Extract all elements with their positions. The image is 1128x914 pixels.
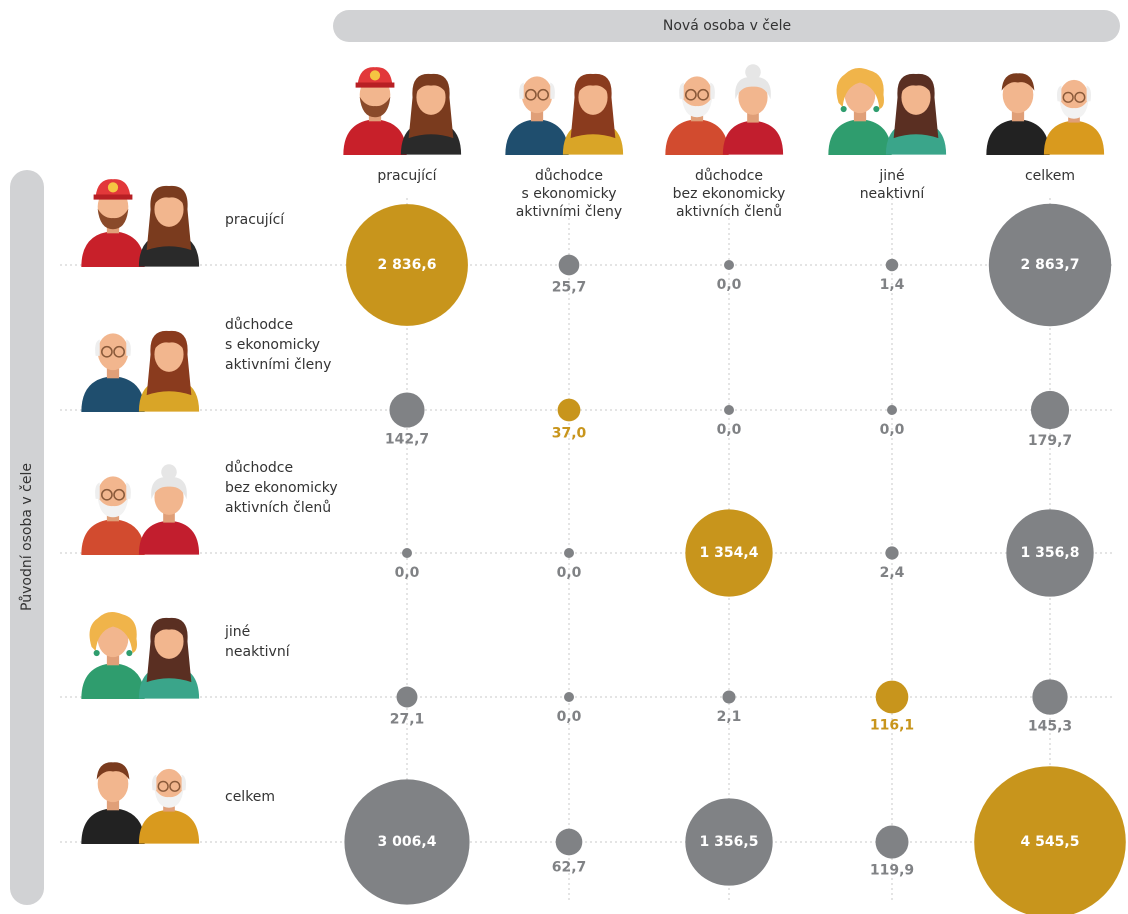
bubble: [402, 548, 412, 558]
side-pill: [10, 170, 44, 905]
bubble: [396, 686, 418, 708]
person-icon: [80, 475, 146, 555]
column-label: aktivními členy: [516, 204, 622, 220]
value-label: 0,0: [557, 709, 582, 725]
row-label: důchodce: [225, 460, 293, 476]
value-label: 0,0: [717, 277, 742, 293]
value-label: 25,7: [552, 279, 587, 295]
bubble: [875, 680, 909, 714]
person-icon: [986, 73, 1050, 155]
chart-title: Nová osoba v čele: [663, 18, 791, 34]
row-label: neaktivní: [225, 644, 291, 660]
value-label: 4 545,5: [1021, 834, 1080, 850]
column-label: celkem: [1025, 168, 1075, 184]
person-icon: [80, 332, 146, 412]
row-label: celkem: [225, 789, 275, 805]
value-label: 2 836,6: [378, 257, 437, 273]
value-label: 3 006,4: [378, 834, 437, 850]
value-label: 1,4: [880, 277, 905, 293]
bubble: [875, 825, 909, 859]
bubble: [555, 828, 583, 856]
person-icon: [138, 617, 200, 699]
value-label: 145,3: [1028, 719, 1072, 735]
bubble: [389, 392, 425, 428]
person-icon: [664, 75, 730, 155]
person-icon: [562, 73, 624, 155]
value-label: 179,7: [1028, 433, 1072, 449]
header-pill: [333, 10, 1120, 42]
bubble: [885, 546, 899, 560]
bubble: [564, 692, 574, 702]
bubble: [724, 260, 734, 270]
person-icon: [722, 64, 784, 155]
person-icon: [138, 768, 200, 844]
value-label: 2,4: [880, 565, 905, 581]
marks: 2 836,6 25,7 0,0 1,4 2 863,7 142,7 37,0 0,0 0,0 1…: [344, 203, 1126, 914]
person-icon: [885, 73, 947, 155]
bubble: [346, 204, 468, 326]
person-icon: [1043, 79, 1105, 155]
person-icon: [138, 330, 200, 412]
y-title: Původní osoba v čele: [19, 463, 35, 611]
column-label: důchodce: [535, 168, 603, 184]
person-icon: [400, 73, 462, 155]
bubble: [1032, 679, 1068, 715]
value-label: 142,7: [385, 432, 429, 448]
row-label: aktivních členů: [225, 500, 331, 516]
row-label: jiné: [224, 624, 250, 640]
icons: pracující důchodce s ekonomicky aktivními č…: [80, 64, 1105, 844]
column-label: důchodce: [695, 168, 763, 184]
value-label: 1 356,5: [700, 834, 759, 850]
person-icon: [81, 611, 145, 699]
bubble: [988, 203, 1112, 327]
bubble: [557, 398, 581, 422]
person-icon: [138, 464, 200, 555]
column-label: jiné: [878, 168, 904, 184]
row-label: důchodce: [225, 317, 293, 333]
bubble: [724, 405, 734, 415]
bubble: [685, 509, 773, 597]
value-label: 1 356,8: [1021, 545, 1080, 561]
value-label: 0,0: [880, 422, 905, 438]
row-label: bez ekonomicky: [225, 480, 338, 496]
bubble: [1030, 390, 1070, 430]
column-label: aktivních členů: [676, 204, 782, 220]
bubble: [722, 690, 736, 704]
value-label: 62,7: [552, 859, 587, 875]
column-label: pracující: [377, 168, 437, 184]
row-label: s ekonomicky: [225, 337, 320, 353]
grid: [60, 198, 1112, 900]
bubble: [564, 548, 574, 558]
person-icon: [81, 179, 145, 267]
value-label: 0,0: [395, 565, 420, 581]
person-icon: [138, 185, 200, 267]
bubble: [887, 405, 897, 415]
value-label: 1 354,4: [700, 545, 759, 561]
column-label: neaktivní: [860, 186, 926, 202]
column-label: s ekonomicky: [521, 186, 616, 202]
person-icon: [828, 67, 892, 155]
value-label: 116,1: [870, 717, 914, 733]
person-icon: [504, 75, 570, 155]
value-label: 2,1: [717, 709, 742, 725]
value-label: 37,0: [552, 425, 587, 441]
bubble: [885, 258, 899, 272]
bubble: [344, 779, 470, 905]
value-label: 2 863,7: [1021, 257, 1080, 273]
row-label: pracující: [225, 212, 285, 228]
bubble: [558, 254, 580, 276]
value-label: 0,0: [717, 422, 742, 438]
row-label: aktivními členy: [225, 357, 331, 373]
value-label: 119,9: [870, 862, 914, 878]
bubble: [685, 798, 773, 886]
bubble: [1006, 509, 1094, 597]
value-label: 0,0: [557, 565, 582, 581]
value-label: 27,1: [390, 711, 425, 727]
column-label: bez ekonomicky: [673, 186, 786, 202]
person-icon: [343, 67, 407, 155]
person-icon: [81, 762, 145, 844]
bubble: [974, 766, 1126, 914]
